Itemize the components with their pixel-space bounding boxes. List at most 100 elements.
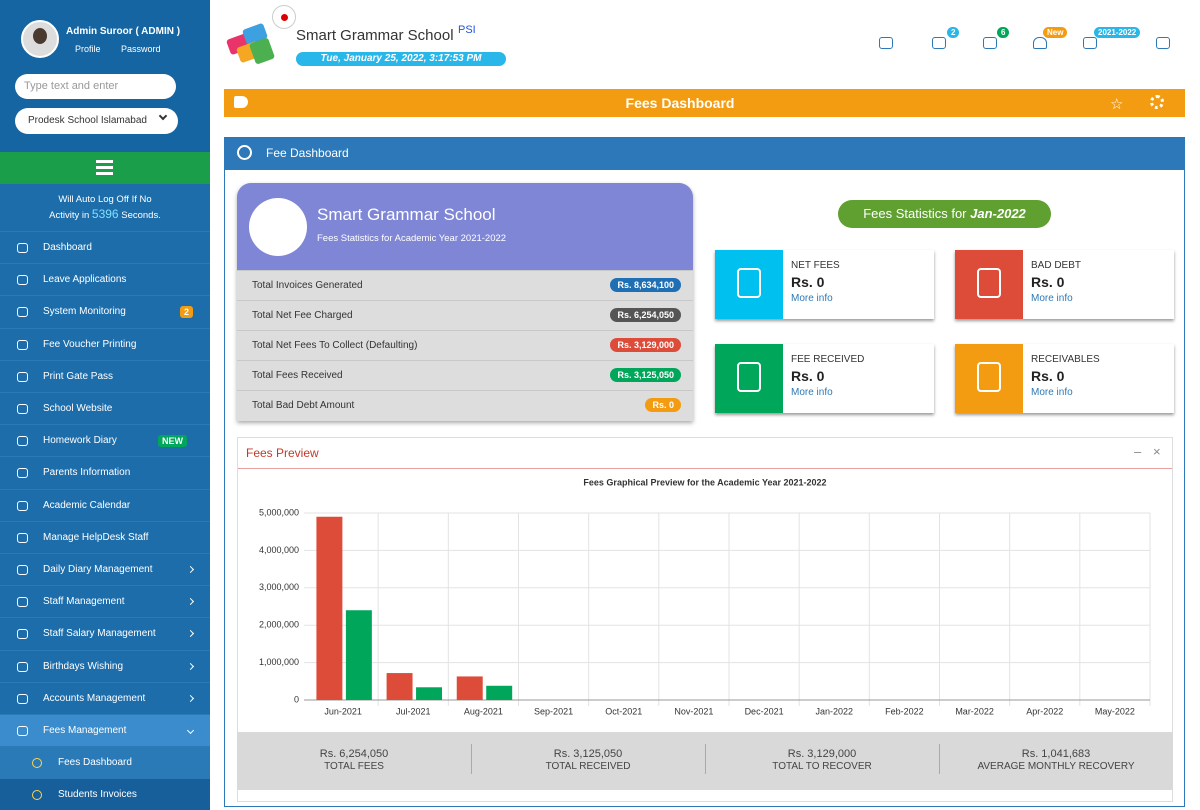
menu-item[interactable]: Fee Voucher Printing: [0, 327, 210, 360]
close-button[interactable]: ×: [1153, 444, 1161, 459]
settings-icon[interactable]: [1150, 95, 1164, 109]
menu-item[interactable]: Dashboard: [0, 231, 210, 263]
header-badge: 6: [997, 27, 1010, 38]
stat-box: RECEIVABLES Rs. 0 More info: [955, 344, 1174, 413]
menu-item[interactable]: Fees Management: [0, 714, 210, 746]
menu-icon: [17, 307, 28, 318]
summary-card: Smart Grammar School Fees Statistics for…: [237, 183, 693, 421]
stat-glyph: [977, 268, 1001, 298]
logo-piece: [249, 38, 275, 64]
header-icon[interactable]: [879, 37, 893, 49]
stat-link[interactable]: More info: [1031, 293, 1073, 304]
menu-badge: 2: [180, 306, 194, 319]
x-tick-label: Feb-2022: [885, 706, 924, 716]
menu-item[interactable]: School Website: [0, 392, 210, 424]
hamburger-icon: [96, 160, 113, 163]
submenu-item[interactable]: Fees Dashboard: [0, 746, 210, 778]
password-link[interactable]: Password: [121, 44, 161, 54]
menu-item[interactable]: Daily Diary Management: [0, 553, 210, 585]
stat-link[interactable]: More info: [791, 293, 833, 304]
stat-icon: [955, 344, 1023, 413]
summary-row: [237, 270, 693, 300]
bar: [386, 673, 413, 700]
header-icon[interactable]: [1156, 37, 1170, 49]
menu-icon: [17, 532, 28, 543]
stat-value: Rs. 0: [791, 368, 825, 384]
school-select[interactable]: Prodesk School Islamabad: [15, 108, 178, 134]
card-subtitle: Fees Statistics for Academic Year 2021-2…: [317, 233, 507, 244]
x-tick-label: Jul-2021: [396, 706, 431, 716]
x-tick-label: Sep-2021: [534, 706, 573, 716]
menu-label: Parents Information: [43, 467, 131, 479]
y-tick-label: 4,000,000: [259, 545, 299, 555]
chart-title: Fees Graphical Preview for the Academic …: [583, 477, 826, 487]
menu-label: Birthdays Wishing: [43, 660, 124, 672]
menu-item[interactable]: Accounts Management: [0, 681, 210, 714]
menu-icon: [17, 629, 28, 640]
total-value: Rs. 6,254,050: [319, 748, 389, 760]
menu-item[interactable]: Birthdays Wishing: [0, 649, 210, 682]
star-icon[interactable]: ☆: [1110, 96, 1124, 113]
x-tick-label: May-2022: [1095, 706, 1135, 716]
menu-label: Fees Management: [43, 725, 127, 736]
header-icon[interactable]: [932, 37, 946, 49]
avatar-face: [33, 28, 47, 44]
stats-period: Jan-2022: [970, 206, 1026, 221]
menu-item[interactable]: Homework Diary NEW: [0, 424, 210, 456]
page-title-bar: Fees Dashboard ☆: [224, 89, 1185, 117]
submenu-icon: [32, 758, 42, 768]
menu-label: School Website: [43, 403, 113, 414]
x-tick-label: Jan-2022: [815, 706, 853, 716]
menu-label: Print Gate Pass: [43, 370, 114, 382]
school-tag: PSI: [458, 24, 476, 36]
menu-label: Manage HelpDesk Staff: [43, 531, 149, 543]
menu-item[interactable]: Manage HelpDesk Staff: [0, 520, 210, 553]
bar: [456, 676, 483, 700]
panel-header: Fee Dashboard: [224, 137, 1185, 170]
menu-icon: [17, 693, 28, 704]
header-icon[interactable]: [1033, 37, 1047, 49]
header-icon[interactable]: [1083, 37, 1097, 49]
panel-icon: [237, 145, 252, 160]
stat-box: BAD DEBT Rs. 0 More info: [955, 250, 1174, 319]
menu-item[interactable]: Parents Information: [0, 456, 210, 488]
profile-link[interactable]: Profile: [75, 44, 101, 54]
menu-item[interactable]: Staff Salary Management: [0, 617, 210, 649]
menu-item[interactable]: Print Gate Pass: [0, 359, 210, 392]
submenu-label: Students Invoices: [58, 789, 137, 800]
menu-label: Homework Diary: [43, 435, 117, 447]
summary-row: [237, 300, 693, 330]
record-button[interactable]: [272, 5, 296, 29]
stat-icon: [955, 250, 1023, 319]
y-tick-label: 1,000,000: [259, 657, 299, 667]
menu-toggle[interactable]: [0, 152, 210, 184]
row-label: Total Fees Received: [252, 370, 343, 381]
stat-value: Rs. 0: [1031, 368, 1065, 384]
logoff-text: Seconds.: [121, 210, 161, 221]
x-tick-label: Oct-2021: [605, 706, 642, 716]
row-value: Rs. 3,129,000: [610, 338, 681, 352]
menu-label: Staff Salary Management: [43, 628, 156, 640]
total-value: Rs. 1,041,683: [1021, 748, 1091, 760]
menu-icon: [17, 404, 28, 414]
total-label: TOTAL TO RECOVER: [772, 761, 872, 772]
menu-badge: NEW: [158, 435, 187, 448]
stat-link[interactable]: More info: [791, 387, 833, 398]
search-input[interactable]: Type text and enter: [15, 74, 176, 99]
header-icon[interactable]: [983, 37, 997, 49]
chart: Fees Graphical Preview for the Academic …: [259, 477, 1151, 716]
menu-item[interactable]: Staff Management: [0, 585, 210, 617]
submenu-item[interactable]: Students Invoices: [0, 778, 210, 810]
bar: [416, 687, 443, 700]
menu-icon: [17, 565, 28, 575]
minimize-button[interactable]: –: [1134, 444, 1142, 459]
menu-icon: [17, 371, 28, 382]
menu-item[interactable]: Academic Calendar: [0, 488, 210, 521]
menu-item[interactable]: System Monitoring 2: [0, 295, 210, 327]
x-tick-label: Mar-2022: [955, 706, 994, 716]
menu-arrow: [186, 694, 195, 702]
stat-link[interactable]: More info: [1031, 387, 1073, 398]
y-tick-label: 3,000,000: [259, 582, 299, 592]
stat-glyph: [737, 362, 761, 392]
menu-item[interactable]: Leave Applications: [0, 263, 210, 295]
